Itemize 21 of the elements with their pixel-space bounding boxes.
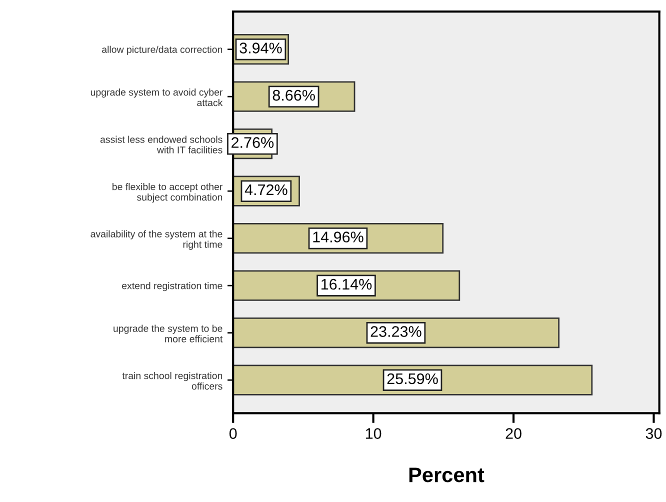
x-tick-label: 0	[229, 428, 237, 439]
y-tick-label: be flexible to accept other subject combination	[112, 183, 223, 203]
data-label: 8.66%	[272, 90, 315, 101]
data-label: 2.76%	[232, 137, 274, 148]
y-tick-label: upgrade the system to be more efficient	[114, 324, 223, 342]
y-tick-label: allow picture/data correction	[102, 46, 222, 55]
data-label: 3.94%	[240, 42, 282, 54]
data-label: 16.14%	[322, 278, 372, 290]
x-axis-title: Percent	[409, 468, 484, 482]
data-label: 14.96%	[313, 232, 364, 242]
y-tick-label: assist less endowed schools with IT facilities	[100, 136, 222, 154]
data-label: 23.23%	[370, 326, 422, 337]
data-label: 25.59%	[387, 373, 438, 384]
x-tick-label: 20	[506, 428, 522, 439]
y-tick-label: upgrade system to avoid cyber attack	[90, 88, 223, 106]
x-tick-label: 30	[646, 428, 662, 439]
data-label: 4.72%	[244, 184, 288, 196]
y-tick-label: train school registration officers	[122, 372, 222, 390]
y-tick-label: availability of the system at the right time	[90, 230, 222, 250]
x-tick-label: 10	[366, 428, 382, 439]
y-tick-label: extend registration time	[122, 282, 222, 292]
